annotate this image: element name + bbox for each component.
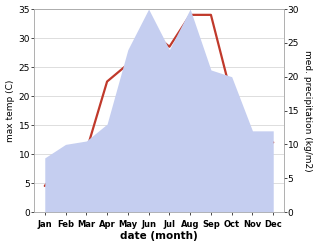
Y-axis label: max temp (C): max temp (C): [5, 79, 15, 142]
X-axis label: date (month): date (month): [120, 231, 198, 242]
Y-axis label: med. precipitation (kg/m2): med. precipitation (kg/m2): [303, 50, 313, 171]
